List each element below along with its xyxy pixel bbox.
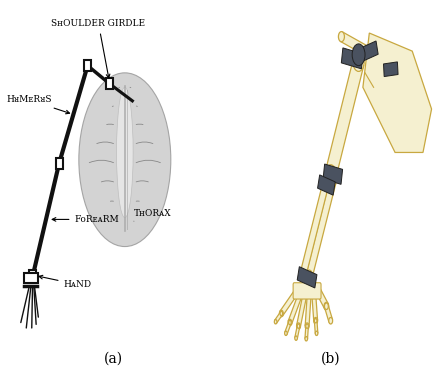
Circle shape <box>314 318 318 324</box>
Circle shape <box>324 302 329 310</box>
Circle shape <box>315 286 320 294</box>
Bar <box>341 48 363 69</box>
Circle shape <box>300 270 306 281</box>
Circle shape <box>294 288 298 295</box>
Circle shape <box>297 324 300 328</box>
Polygon shape <box>340 32 368 56</box>
Circle shape <box>279 310 283 317</box>
Bar <box>106 78 113 89</box>
Polygon shape <box>305 293 311 326</box>
Bar <box>360 41 378 61</box>
Polygon shape <box>311 290 318 321</box>
Circle shape <box>364 46 370 56</box>
Text: FᴏRᴇᴀRM: FᴏRᴇᴀRM <box>52 215 119 224</box>
Ellipse shape <box>117 87 133 218</box>
Circle shape <box>299 290 303 297</box>
Circle shape <box>274 320 277 324</box>
Circle shape <box>285 331 287 335</box>
Text: HᴚMᴇRᴚS: HᴚMᴇRᴚS <box>7 95 70 114</box>
Polygon shape <box>300 179 329 278</box>
Circle shape <box>295 336 297 340</box>
Polygon shape <box>363 33 431 152</box>
Circle shape <box>303 291 307 298</box>
Polygon shape <box>316 287 328 309</box>
Bar <box>56 157 63 169</box>
Circle shape <box>311 288 315 294</box>
Circle shape <box>330 176 336 187</box>
Circle shape <box>315 331 318 335</box>
Polygon shape <box>275 312 282 323</box>
Circle shape <box>288 319 292 326</box>
Polygon shape <box>314 320 318 333</box>
Circle shape <box>314 318 317 323</box>
Polygon shape <box>280 289 297 316</box>
Polygon shape <box>297 293 307 327</box>
Circle shape <box>289 320 291 325</box>
Bar <box>318 175 335 195</box>
Circle shape <box>280 311 283 316</box>
Bar <box>297 267 317 288</box>
Polygon shape <box>285 321 291 335</box>
FancyBboxPatch shape <box>293 283 321 299</box>
Bar <box>84 60 91 71</box>
Text: HᴀND: HᴀND <box>39 275 92 289</box>
Circle shape <box>329 318 332 324</box>
Circle shape <box>297 323 300 330</box>
Bar <box>29 270 36 281</box>
Text: (b): (b) <box>321 352 340 366</box>
Circle shape <box>353 53 364 71</box>
Bar <box>384 62 398 77</box>
Circle shape <box>306 324 308 328</box>
Circle shape <box>339 32 344 42</box>
Circle shape <box>306 270 312 281</box>
Circle shape <box>307 290 311 297</box>
Polygon shape <box>295 325 300 339</box>
Circle shape <box>305 323 309 330</box>
Circle shape <box>325 165 336 184</box>
Circle shape <box>323 176 329 186</box>
Polygon shape <box>325 59 364 178</box>
Bar <box>24 273 38 283</box>
Polygon shape <box>305 326 308 339</box>
Circle shape <box>352 44 365 65</box>
Circle shape <box>305 336 307 341</box>
Polygon shape <box>306 179 336 278</box>
Circle shape <box>325 303 328 310</box>
Polygon shape <box>325 305 332 322</box>
Bar <box>323 164 343 184</box>
Text: TʜORᴀX: TʜORᴀX <box>134 209 171 218</box>
Polygon shape <box>288 292 302 324</box>
Text: SʜOULDER GIRDLE: SʜOULDER GIRDLE <box>52 20 145 78</box>
Text: (a): (a) <box>104 352 124 366</box>
Ellipse shape <box>79 73 171 246</box>
